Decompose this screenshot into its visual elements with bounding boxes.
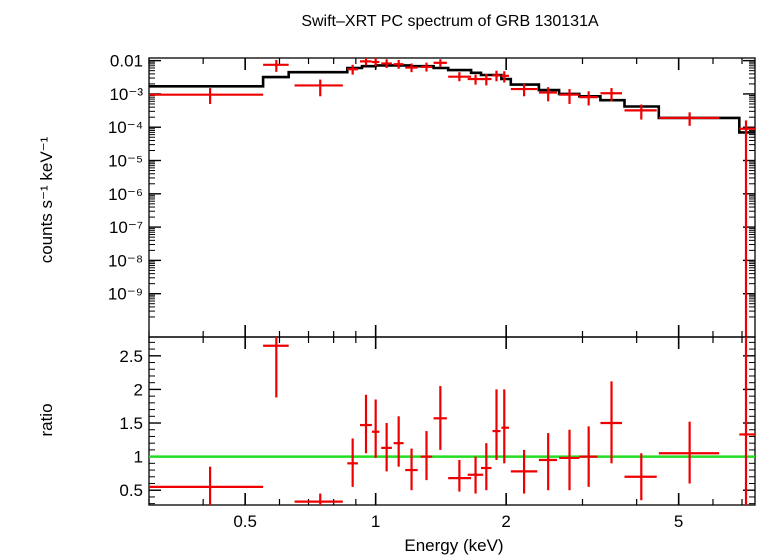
x-tick-label: 0.5 <box>233 512 257 531</box>
data-point <box>600 88 622 102</box>
data-point <box>393 416 404 467</box>
y-tick-label: 10⁻⁶ <box>108 185 143 204</box>
model-line <box>149 64 755 134</box>
y-axis-label-ratio: ratio <box>37 403 56 436</box>
data-point <box>381 59 392 69</box>
data-point <box>481 443 492 491</box>
data-point <box>481 73 492 86</box>
data-point <box>405 63 418 73</box>
data-point <box>510 83 538 97</box>
data-point <box>149 466 264 505</box>
y-axis-label-spectrum: counts s⁻¹ keV⁻¹ <box>37 136 56 263</box>
y-tick-label: 1.5 <box>119 414 143 433</box>
y-tick-label: 1 <box>134 448 143 467</box>
spectrum-frame <box>148 57 756 338</box>
data-point <box>263 337 289 398</box>
data-point <box>467 74 484 85</box>
data-point <box>658 112 720 126</box>
y-tick-label: 10⁻⁷ <box>109 218 143 237</box>
data-point <box>501 71 509 83</box>
data-point <box>347 438 358 487</box>
data-point <box>448 72 472 82</box>
data-point <box>739 120 755 337</box>
spectrum-panel: 0.01 10⁻³ 10⁻⁴ 10⁻⁵ 10⁻⁶ 10⁻⁷ 10⁻⁸ 10⁻⁹ <box>108 52 756 338</box>
data-point <box>600 381 622 464</box>
data-point <box>624 453 657 501</box>
data-point <box>381 423 392 472</box>
y-tick-label: 10⁻⁴ <box>108 118 143 137</box>
data-point <box>433 59 447 67</box>
data-point <box>559 89 580 104</box>
data-point <box>359 394 372 454</box>
data-point <box>501 389 509 464</box>
y-tick-label: 2.5 <box>119 347 143 366</box>
ratio-frame <box>148 336 756 506</box>
y-tick-label: 10⁻⁸ <box>108 251 143 270</box>
data-point <box>294 493 343 505</box>
y-tick-label: 0.5 <box>119 481 143 500</box>
data-point <box>510 449 538 494</box>
data-point <box>467 456 484 494</box>
data-point <box>538 87 557 102</box>
data-point <box>405 448 418 491</box>
data-point <box>149 88 264 104</box>
data-point <box>559 429 580 491</box>
data-point <box>579 426 598 487</box>
data-point <box>393 59 404 69</box>
data-point <box>624 104 657 120</box>
y-tick-label: 0.01 <box>110 52 143 71</box>
data-point <box>433 386 447 450</box>
data-point <box>739 337 755 505</box>
data-point <box>420 431 433 481</box>
data-point <box>371 58 380 67</box>
data-point <box>371 399 380 458</box>
y-tick-label: 10⁻³ <box>109 85 143 104</box>
ratio-panel: 0.5 1 2 5 0.5 1 1.5 2 2.5 <box>119 336 756 531</box>
x-tick-label: 2 <box>501 512 510 531</box>
data-point <box>359 58 372 66</box>
data-point <box>658 421 720 484</box>
data-point <box>263 59 289 72</box>
data-point <box>492 70 501 82</box>
y-tick-label: 10⁻⁵ <box>108 152 143 171</box>
data-point <box>347 64 358 75</box>
x-tick-label: 5 <box>674 512 683 531</box>
y-tick-label: 2 <box>134 380 143 399</box>
x-tick-label: 1 <box>371 512 380 531</box>
y-tick-label: 10⁻⁹ <box>108 285 143 304</box>
data-point <box>448 459 472 492</box>
data-point <box>294 79 343 97</box>
data-point <box>492 389 501 460</box>
data-point <box>538 433 557 491</box>
data-point <box>420 62 433 72</box>
chart-title: Swift–XRT PC spectrum of GRB 130131A <box>301 13 599 30</box>
x-axis-label: Energy (keV) <box>404 536 503 555</box>
data-point <box>579 91 598 106</box>
